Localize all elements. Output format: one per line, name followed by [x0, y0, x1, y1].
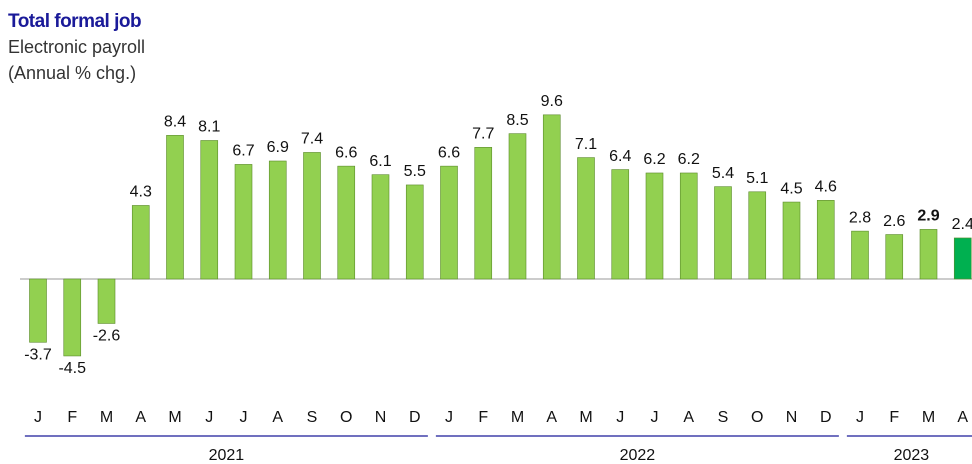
bar [919, 229, 938, 280]
subtitle: (Annual % chg.) [8, 63, 136, 83]
x-tick-label: J [34, 409, 42, 426]
x-tick-label: F [478, 409, 488, 426]
bar [440, 165, 458, 280]
x-tick-label: S [718, 409, 729, 426]
x-tick-label: M [100, 409, 113, 426]
bar [851, 230, 869, 280]
bar [268, 160, 287, 280]
x-tick-label: J [445, 409, 453, 426]
x-tick-label: M [511, 409, 524, 426]
bar [405, 184, 424, 280]
value-label: 2.9 [917, 208, 939, 225]
bar [782, 201, 801, 280]
x-tick-label: N [375, 409, 387, 426]
x-tick-label: D [409, 409, 421, 426]
bar [474, 147, 493, 280]
value-label: 4.3 [130, 184, 152, 201]
bar [542, 114, 561, 280]
bar [508, 133, 527, 280]
bar [577, 157, 595, 280]
value-label: -2.6 [93, 328, 121, 345]
value-label: 2.4 [952, 216, 972, 233]
value-label: 2.6 [883, 213, 905, 230]
value-label: 4.6 [815, 179, 837, 196]
bar [166, 135, 184, 280]
value-label: 8.4 [164, 114, 186, 131]
bar [748, 191, 767, 280]
x-tick-label: J [616, 409, 624, 426]
value-label: 6.6 [438, 144, 460, 161]
value-label: 7.7 [472, 126, 494, 143]
bar [953, 237, 972, 280]
value-label: 6.2 [643, 151, 665, 168]
value-label: 5.5 [404, 163, 426, 180]
value-label: 4.5 [780, 180, 802, 197]
value-label: 6.9 [267, 139, 289, 156]
bar [611, 169, 630, 280]
value-label: 7.1 [575, 136, 597, 153]
x-tick-label: J [856, 409, 864, 426]
bar [714, 186, 732, 280]
value-label: -4.5 [58, 360, 86, 377]
value-label: 6.4 [609, 148, 631, 165]
year-label: 2021 [209, 447, 245, 464]
value-label: 9.6 [541, 93, 563, 110]
x-tick-label: N [786, 409, 798, 426]
value-label: 6.1 [369, 153, 391, 170]
bar [234, 164, 253, 280]
x-tick-label: A [546, 409, 557, 426]
x-tick-label: M [922, 409, 935, 426]
x-tick-label: M [579, 409, 592, 426]
bar [200, 140, 219, 280]
bar [679, 172, 698, 280]
value-label: 7.4 [301, 131, 323, 148]
bar [645, 172, 664, 280]
bar [131, 205, 150, 280]
x-tick-label: O [340, 409, 352, 426]
value-label: 6.7 [232, 143, 254, 160]
bar [885, 234, 904, 280]
x-tick-label: J [240, 409, 248, 426]
x-tick-label: F [889, 409, 899, 426]
x-tick-label: F [67, 409, 77, 426]
chart-title: Total formal job [8, 11, 141, 32]
bar [63, 278, 82, 357]
value-label: 8.1 [198, 119, 220, 136]
year-label: 2023 [894, 447, 930, 464]
x-tick-label: O [751, 409, 763, 426]
x-tick-label: A [272, 409, 283, 426]
x-tick-label: A [957, 409, 968, 426]
x-tick-label: D [820, 409, 832, 426]
x-tick-label: A [135, 409, 146, 426]
bar [303, 152, 321, 280]
bar [371, 174, 390, 280]
bar [97, 278, 116, 324]
value-label: 5.1 [746, 170, 768, 187]
bar [29, 278, 47, 343]
subtitle: Electronic payroll [8, 37, 145, 57]
x-tick-label: J [651, 409, 659, 426]
x-tick-label: S [307, 409, 318, 426]
value-label: -3.7 [24, 346, 52, 363]
x-tick-label: A [683, 409, 694, 426]
value-label: 6.2 [678, 151, 700, 168]
bar [816, 200, 835, 280]
value-label: 2.8 [849, 209, 871, 226]
bar [337, 165, 356, 280]
value-label: 6.6 [335, 144, 357, 161]
x-tick-label: M [168, 409, 181, 426]
value-label: 5.4 [712, 165, 734, 182]
x-tick-label: J [205, 409, 213, 426]
value-label: 8.5 [506, 112, 528, 129]
year-label: 2022 [620, 447, 656, 464]
